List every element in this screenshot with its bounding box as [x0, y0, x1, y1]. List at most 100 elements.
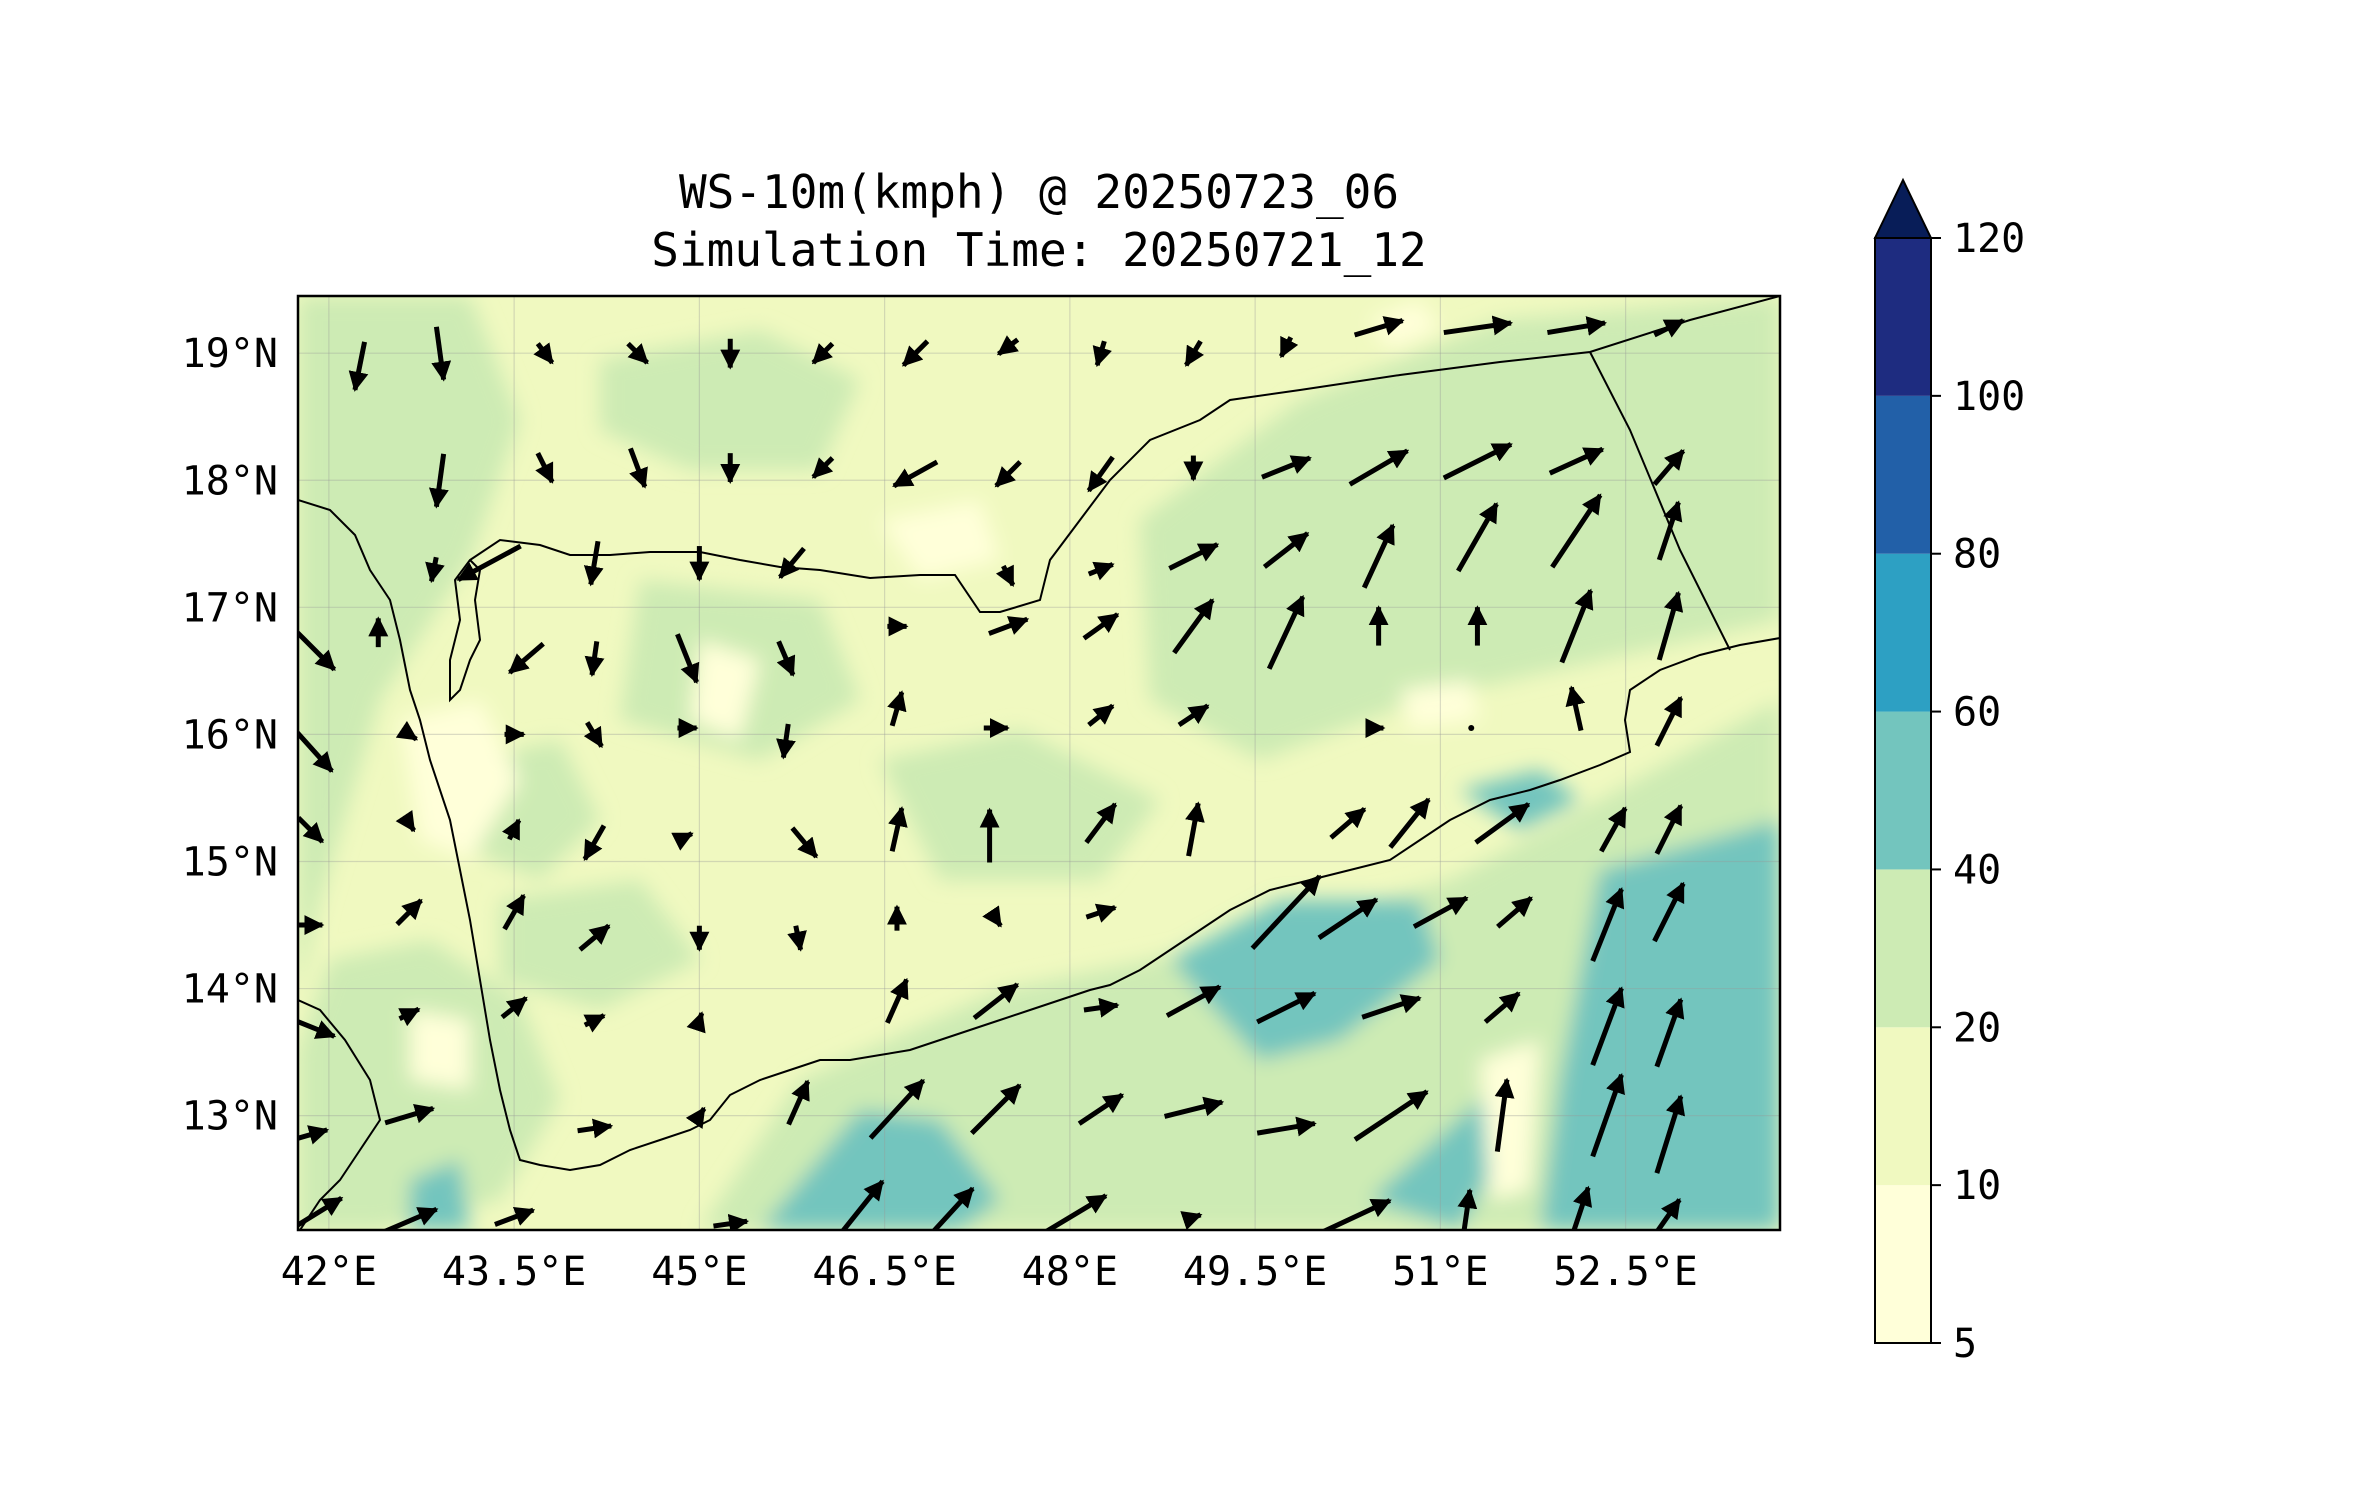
figure-title-line1: WS-10m(kmph) @ 20250723_06 — [678, 165, 1400, 219]
colorbar-segment-6 — [1875, 238, 1931, 396]
wind-vector-54 — [1559, 588, 1594, 664]
wind-vector-126 — [1494, 1077, 1515, 1152]
wind-vector-44 — [584, 641, 605, 677]
wind-vector-5 — [811, 341, 835, 365]
wind-vector-36 — [1168, 542, 1220, 571]
lat-tick-label: 13°N — [182, 1094, 278, 1140]
wind-vector-66 — [1177, 703, 1210, 728]
coastline-red-sea — [298, 499, 1780, 1172]
wind-vector-7 — [996, 335, 1020, 357]
wind-vector-122 — [1077, 1092, 1125, 1126]
lon-tick-label: 42°E — [281, 1249, 377, 1295]
lon-tick-label: 51°E — [1392, 1249, 1488, 1295]
wind-speed-field — [298, 296, 1780, 1230]
wind-vector-134 — [931, 1186, 975, 1230]
colorbar-tick-label: 80 — [1953, 532, 2001, 578]
colorbar: 5 10 20 40 60 80 100 120 — [1873, 177, 2025, 1367]
wind-vector-3 — [626, 341, 649, 365]
lat-tick-label: 16°N — [182, 712, 278, 758]
colorbar-tick-label: 60 — [1953, 690, 2001, 736]
wind-vector-55 — [1656, 590, 1684, 661]
wind-vector-94 — [982, 905, 1003, 928]
lat-tick-label: 14°N — [182, 967, 278, 1013]
wind-vector-15 — [428, 453, 449, 509]
wind-vector-70 — [1654, 695, 1684, 747]
wind-vector-62 — [776, 723, 796, 760]
wind-vector-95 — [1085, 903, 1118, 923]
wind-vector-137 — [1320, 1198, 1392, 1230]
wind-vector-106 — [885, 977, 909, 1024]
colorbar-segment-3 — [1875, 711, 1931, 870]
wind-vector-80 — [1185, 801, 1205, 857]
wind-vector-56 — [298, 629, 337, 672]
wind-vector-124 — [1256, 1116, 1317, 1137]
wind-vector-92 — [787, 925, 807, 952]
figure-title-line2: Simulation Time: 20250721_12 — [651, 223, 1427, 277]
wind-vector-89 — [502, 893, 526, 931]
wind-vector-104 — [583, 1013, 606, 1033]
wind-vector-97 — [1412, 895, 1469, 929]
wind-vector-131 — [494, 1207, 536, 1227]
wind-vector-41 — [1656, 500, 1683, 561]
wind-vector-27 — [1548, 446, 1605, 476]
wind-vector-125 — [1353, 1089, 1429, 1142]
wind-vector-117 — [577, 1118, 614, 1139]
lat-tick-label: 18°N — [182, 458, 278, 504]
colorbar-segment-5 — [1875, 395, 1931, 554]
wind-vector-68 — [1468, 725, 1475, 732]
colorbar-segment-4 — [1875, 553, 1931, 712]
wind-vector-8 — [1092, 340, 1112, 368]
wind-vector-135 — [1043, 1193, 1108, 1230]
wind-vector-63 — [887, 690, 907, 727]
wind-vector-86 — [1654, 803, 1684, 855]
wind-vector-17 — [628, 447, 648, 489]
wind-vector-12 — [1443, 315, 1514, 336]
wind-vector-11 — [1353, 316, 1405, 338]
wind-vector-129 — [298, 1195, 344, 1228]
wind-vector-69 — [1565, 685, 1586, 732]
wind-vector-24 — [1261, 455, 1312, 480]
wind-vector-138 — [1457, 1188, 1478, 1230]
wind-vector-140 — [1655, 1198, 1682, 1230]
wind-vector-96 — [1317, 897, 1379, 940]
wind-vector-81 — [1250, 874, 1322, 951]
wind-vector-133 — [840, 1179, 885, 1230]
wind-vector-30 — [456, 543, 522, 582]
wind-vector-84 — [1474, 802, 1531, 845]
wind-vector-100 — [1652, 881, 1686, 943]
wind-vector-82 — [1329, 807, 1367, 840]
wind-vector-102 — [398, 1006, 421, 1027]
lon-tick-label: 52.5°E — [1553, 1249, 1698, 1295]
colorbar-segment-1 — [1875, 1027, 1931, 1186]
wind-vector-58 — [395, 720, 419, 742]
wind-vector-116 — [384, 1104, 436, 1126]
wind-vector-105 — [686, 1011, 706, 1034]
wind-vector-40 — [1550, 493, 1603, 569]
wind-vector-120 — [868, 1078, 926, 1140]
lon-tick-label: 46.5°E — [812, 1249, 957, 1295]
border-saudi — [449, 296, 1780, 703]
wind-vector-103 — [500, 996, 528, 1020]
colorbar-tick-label: 100 — [1953, 374, 2025, 420]
coastline-west — [298, 999, 382, 1230]
colorbar-tick-label: 40 — [1953, 847, 2001, 893]
colorbar-tick-label: 5 — [1953, 1321, 1977, 1367]
lat-tick-label: 19°N — [182, 331, 278, 377]
wind-vector-127 — [1590, 1072, 1625, 1158]
wind-vector-83 — [1388, 797, 1431, 849]
wind-vector-72 — [395, 810, 417, 833]
wind-vector-99 — [1590, 887, 1625, 962]
wind-vector-110 — [1256, 990, 1317, 1025]
wind-vector-26 — [1442, 442, 1513, 481]
wind-vector-31 — [583, 540, 604, 587]
colorbar-frame — [1874, 237, 1932, 1344]
wind-vector-35 — [1087, 561, 1115, 581]
wind-vector-39 — [1456, 502, 1499, 573]
wind-vectors — [298, 315, 1686, 1230]
wind-vector-128 — [1654, 1094, 1686, 1174]
wind-vector-121 — [970, 1083, 1022, 1136]
lon-tick-label: 49.5°E — [1183, 1249, 1328, 1295]
wind-vector-108 — [1083, 997, 1120, 1018]
wind-vector-20 — [892, 459, 939, 489]
